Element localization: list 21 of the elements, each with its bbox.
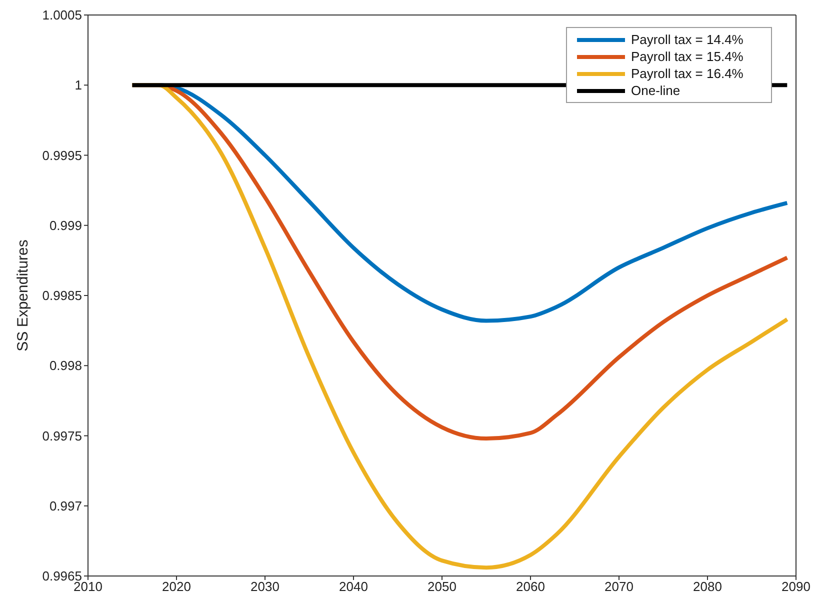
y-tick-label: 0.999 bbox=[49, 218, 82, 233]
x-tick-label: 2040 bbox=[339, 579, 368, 594]
legend-label: Payroll tax = 15.4% bbox=[631, 49, 744, 64]
legend-label: Payroll tax = 14.4% bbox=[631, 32, 744, 47]
x-tick-label: 2080 bbox=[693, 579, 722, 594]
y-tick-label: 1 bbox=[74, 78, 82, 93]
y-tick-label: 0.998 bbox=[49, 358, 82, 374]
x-tick-label: 2070 bbox=[604, 579, 634, 594]
y-axis-title: SS Expenditures bbox=[14, 240, 32, 352]
y-tick-label: 0.997 bbox=[49, 498, 82, 514]
y-tick-label: 0.9985 bbox=[42, 288, 82, 304]
y-tick-label: 0.9975 bbox=[42, 428, 82, 444]
x-tick-label: 2060 bbox=[516, 579, 545, 594]
legend-label: One-line bbox=[631, 83, 680, 98]
legend-label: Payroll tax = 16.4% bbox=[631, 66, 744, 81]
x-tick-label: 2020 bbox=[162, 579, 191, 594]
y-tick-label: 0.9995 bbox=[42, 148, 82, 163]
y-tick-label: 1.0005 bbox=[42, 8, 82, 23]
x-tick-label: 2090 bbox=[782, 579, 810, 594]
x-tick-label: 2030 bbox=[250, 579, 280, 594]
x-tick-label: 2050 bbox=[428, 579, 456, 594]
